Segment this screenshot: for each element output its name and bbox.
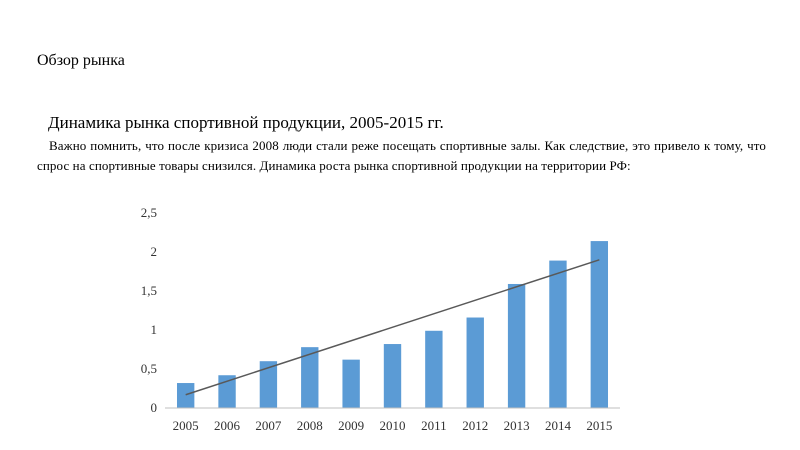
document-title: Динамика рынка спортивной продукции, 200… (48, 113, 444, 132)
x-tick-label: 2012 (462, 418, 488, 433)
y-tick-label: 1 (151, 322, 158, 337)
bar-2014 (549, 260, 567, 408)
x-tick-label: 2008 (297, 418, 323, 433)
y-tick-label: 0 (151, 400, 158, 415)
x-tick-label: 2014 (545, 418, 572, 433)
bar-2015 (590, 241, 609, 408)
market-chart: 0 0,5 1 1,5 2 2,5 2005 2006 2007 2008 2009 2010 201… (125, 203, 625, 443)
bar-2008 (301, 347, 319, 408)
bar-2006 (218, 375, 236, 408)
bars-group (176, 241, 609, 408)
bar-2009 (342, 359, 360, 408)
bar-2011 (425, 330, 443, 408)
x-axis-ticks: 2005 2006 2007 2008 2009 2010 2011 2012 2013 2014… (173, 418, 613, 433)
trendline-group (185, 259, 600, 396)
chart-svg: 0 0,5 1 1,5 2 2,5 2005 2006 2007 2008 2009 2010 201… (141, 205, 620, 433)
x-tick-label: 2007 (255, 418, 282, 433)
bar-2007 (259, 361, 278, 408)
y-tick-label: 2 (151, 244, 158, 259)
x-tick-label: 2005 (173, 418, 199, 433)
body-paragraph: Важно помнить, что после кризиса 2008 лю… (37, 138, 766, 173)
x-tick-label: 2006 (214, 418, 241, 433)
x-tick-label: 2010 (380, 418, 406, 433)
x-tick-label: 2011 (421, 418, 447, 433)
bar-2012 (466, 317, 484, 408)
bar-2013 (507, 283, 526, 408)
y-tick-label: 0,5 (141, 361, 157, 376)
bar-2010 (383, 344, 402, 408)
y-tick-label: 2,5 (141, 205, 157, 220)
y-tick-label: 1,5 (141, 283, 157, 298)
x-tick-label: 2013 (504, 418, 530, 433)
x-tick-label: 2009 (338, 418, 364, 433)
y-axis-ticks: 0 0,5 1 1,5 2 2,5 (141, 205, 157, 415)
bar-2005 (176, 383, 195, 408)
trendline (185, 259, 600, 396)
x-tick-label: 2015 (586, 418, 612, 433)
section-heading: Обзор рынка (37, 52, 125, 69)
